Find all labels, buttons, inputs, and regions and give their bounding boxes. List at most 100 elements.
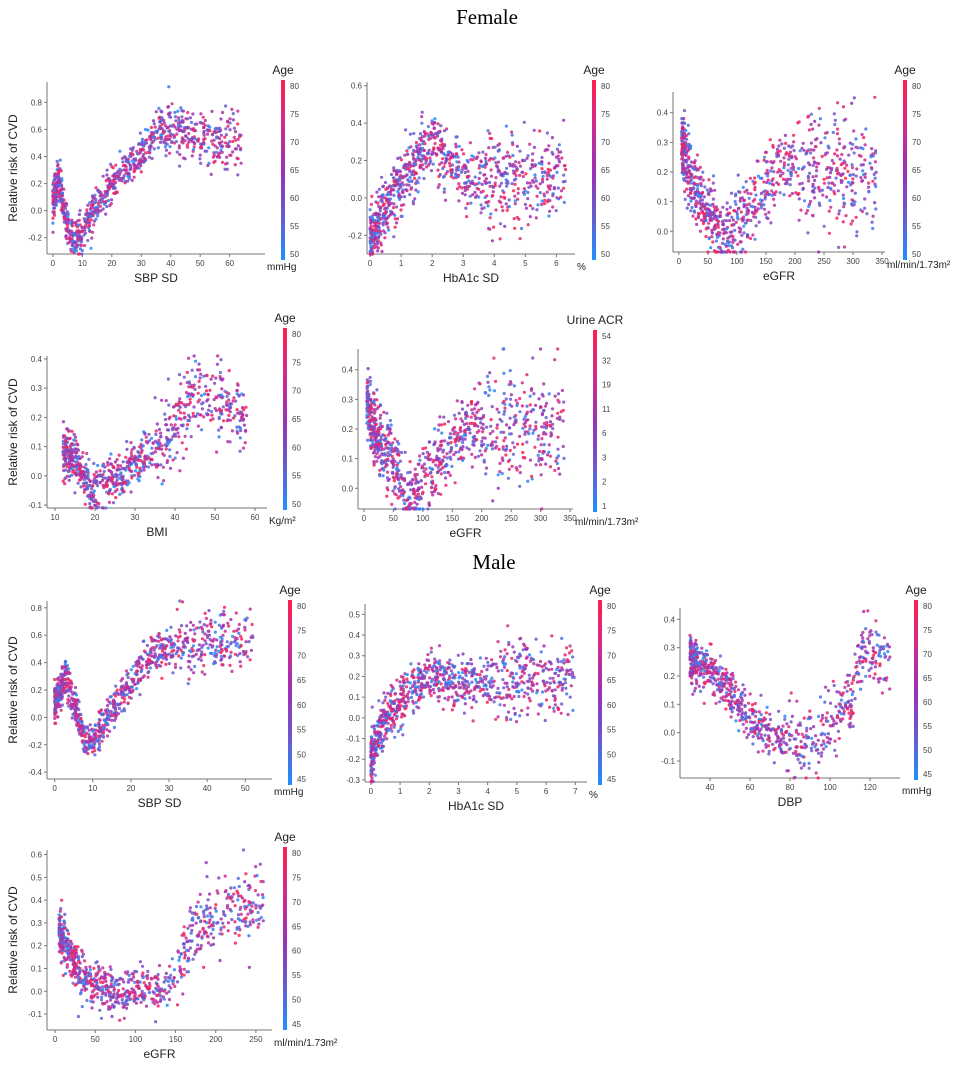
data-point <box>686 123 690 127</box>
data-point <box>163 140 167 145</box>
data-point <box>809 112 814 116</box>
colorbar-tick-label: 75 <box>290 110 299 119</box>
data-point <box>443 439 447 443</box>
data-point <box>479 421 483 425</box>
data-point <box>540 425 544 429</box>
data-point <box>70 459 74 463</box>
data-point <box>85 208 89 212</box>
data-point <box>504 124 508 128</box>
data-point <box>180 115 184 119</box>
data-point <box>508 162 512 166</box>
data-point <box>687 202 691 206</box>
data-point <box>562 456 566 460</box>
data-point <box>701 178 705 182</box>
data-point <box>161 452 165 456</box>
data-point <box>540 507 544 511</box>
data-point <box>234 147 238 151</box>
colorbar-tick-label: 55 <box>290 222 299 231</box>
data-point <box>236 382 240 386</box>
data-point <box>526 197 530 201</box>
data-point <box>51 181 55 185</box>
y-tick-label: 0.4 <box>31 355 43 364</box>
data-point <box>440 431 444 435</box>
data-point <box>490 239 494 243</box>
data-point <box>453 437 457 441</box>
data-point <box>847 153 851 157</box>
data-point <box>158 115 162 119</box>
data-point <box>483 156 488 160</box>
data-point <box>203 149 207 153</box>
data-point <box>378 472 382 477</box>
data-point <box>731 234 735 239</box>
data-point <box>387 426 391 430</box>
data-point <box>736 173 740 177</box>
data-point <box>443 153 447 157</box>
data-point <box>455 160 459 164</box>
data-point <box>525 156 529 160</box>
data-point <box>91 484 95 488</box>
y-tick-label: 0.2 <box>657 168 669 177</box>
data-point <box>187 356 191 360</box>
data-point <box>813 119 817 123</box>
data-point <box>406 152 410 156</box>
data-point <box>193 142 197 146</box>
data-point <box>689 199 693 203</box>
x-tick-label: 4 <box>492 259 497 268</box>
data-point <box>133 159 137 163</box>
data-point <box>369 252 373 256</box>
data-point <box>168 132 173 136</box>
data-point <box>384 211 388 215</box>
data-point <box>855 234 859 238</box>
data-point <box>436 134 440 138</box>
data-point <box>762 203 766 207</box>
data-point <box>244 405 248 409</box>
data-point <box>64 204 68 208</box>
data-point <box>112 186 116 190</box>
data-point <box>512 445 517 449</box>
data-point <box>385 411 389 415</box>
data-point <box>422 176 426 181</box>
data-point <box>478 382 482 386</box>
data-point <box>833 118 837 122</box>
data-point <box>442 187 446 191</box>
data-point <box>797 197 801 201</box>
data-point <box>165 459 170 463</box>
data-point <box>830 158 834 163</box>
data-point <box>243 628 247 632</box>
data-point <box>216 354 220 358</box>
data-point <box>786 168 790 172</box>
data-point <box>486 443 490 447</box>
data-point <box>513 202 517 206</box>
data-point <box>692 176 696 180</box>
data-point <box>694 217 698 221</box>
data-point <box>115 468 119 472</box>
data-point <box>518 471 522 475</box>
data-point <box>752 215 756 219</box>
data-point <box>730 244 734 248</box>
colorbar-tick-label: 6 <box>602 429 607 438</box>
data-point <box>70 473 74 477</box>
data-point <box>874 170 878 174</box>
x-unit-label: Kg/m² <box>269 516 296 527</box>
data-point <box>73 491 77 495</box>
data-point <box>427 502 431 506</box>
data-point <box>543 198 547 202</box>
data-point <box>83 502 87 506</box>
data-point <box>236 411 240 415</box>
data-point <box>392 193 396 197</box>
data-point <box>152 132 156 136</box>
data-point <box>874 149 878 153</box>
data-point <box>824 151 828 155</box>
data-point <box>471 193 475 197</box>
y-axis-label: Relative risk of CVD <box>6 378 20 486</box>
data-point <box>536 437 540 441</box>
data-point <box>373 233 377 237</box>
data-point <box>448 473 452 477</box>
data-point <box>153 652 157 656</box>
data-point <box>178 405 182 409</box>
data-point <box>241 418 245 422</box>
data-point <box>130 178 134 182</box>
data-point <box>756 207 760 211</box>
data-point <box>96 214 100 218</box>
data-point <box>152 122 156 126</box>
